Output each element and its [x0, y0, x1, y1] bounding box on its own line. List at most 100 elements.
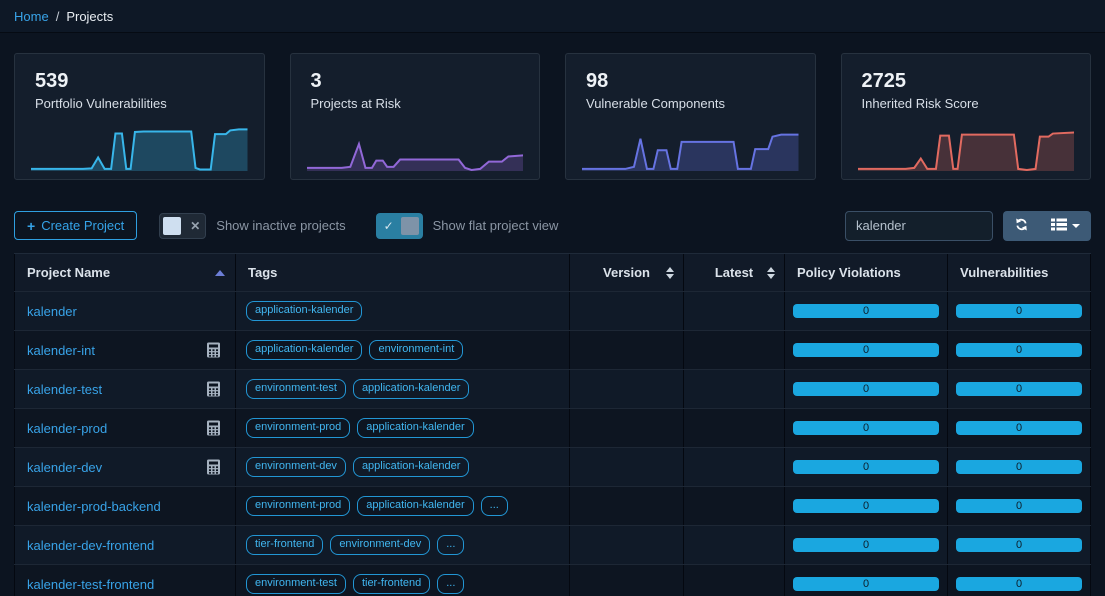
tag-pill: environment-dev [246, 457, 346, 477]
policy-violations-count: 0 [862, 304, 870, 317]
policy-violations-count: 0 [862, 382, 870, 395]
latest-cell [684, 526, 785, 564]
version-cell [570, 448, 684, 486]
metric-sparkline [842, 119, 1091, 179]
refresh-button[interactable] [1003, 211, 1040, 241]
columns-toggle-button[interactable] [1040, 211, 1091, 241]
search-input[interactable] [845, 210, 993, 241]
tag-pill: environment-test [246, 379, 346, 399]
vulnerabilities-count: 0 [1015, 577, 1023, 590]
project-link[interactable]: kalender [27, 303, 77, 319]
header-latest[interactable]: Latest [684, 254, 785, 291]
show-flat-view-label: Show flat project view [432, 218, 559, 233]
header-tags: Tags [236, 254, 570, 291]
policy-violations-count: 0 [862, 577, 870, 590]
policy-violations-bar: 0 [793, 460, 939, 474]
metric-value: 2725 [861, 70, 907, 92]
show-flat-view-toggle[interactable]: ✓ [375, 212, 423, 239]
header-vulnerabilities: Vulnerabilities [948, 254, 1091, 291]
tag-pill: application-kalender [357, 496, 474, 516]
chevron-down-icon [1072, 223, 1080, 228]
breadcrumb-home-link[interactable]: Home [14, 8, 49, 24]
latest-cell [684, 292, 785, 330]
project-link[interactable]: kalender-dev [27, 459, 103, 475]
vulnerabilities-count: 0 [1015, 304, 1023, 317]
table-row: kalender-prod-backend environment-prod ap… [14, 486, 1091, 525]
metric-card: 539 Portfolio Vulnerabilities [14, 53, 265, 180]
project-link[interactable]: kalender-test [27, 381, 103, 397]
table-header: Project Name Tags Version Latest Policy … [14, 253, 1091, 291]
vulnerabilities-bar: 0 [956, 421, 1082, 435]
project-link[interactable]: kalender-prod-backend [27, 498, 161, 514]
header-version[interactable]: Version [570, 254, 684, 291]
policy-violations-count: 0 [862, 538, 870, 551]
show-inactive-label: Show inactive projects [216, 218, 346, 233]
create-project-button[interactable]: + Create Project [14, 211, 138, 240]
latest-cell [684, 565, 785, 596]
project-link[interactable]: kalender-int [27, 342, 95, 358]
header-project-name[interactable]: Project Name [14, 254, 236, 291]
vulnerabilities-count: 0 [1015, 382, 1023, 395]
policy-violations-count: 0 [862, 460, 870, 473]
tag-pill: environment-test [246, 574, 346, 594]
breadcrumb: Home / Projects [0, 0, 1105, 33]
latest-cell [684, 331, 785, 369]
tag-pill: application-kalender [352, 457, 470, 477]
tag-pill: ... [480, 496, 508, 516]
refresh-icon [1014, 217, 1029, 235]
vulnerabilities-count: 0 [1015, 460, 1023, 473]
table-row: kalender application-kalender 0 0 [14, 291, 1091, 330]
project-link[interactable]: kalender-dev-frontend [27, 537, 155, 553]
table-row: kalender-prod environment-prod applicatio… [14, 408, 1091, 447]
vulnerabilities-count: 0 [1015, 538, 1023, 551]
metric-card: 3 Projects at Risk [289, 53, 540, 180]
policy-violations-bar: 0 [793, 421, 939, 435]
metric-card: 2725 Inherited Risk Score [840, 53, 1091, 180]
tag-pill: environment-prod [246, 418, 351, 438]
toggle-check-icon: ✓ [383, 218, 394, 233]
metric-card: 98 Vulnerable Components [565, 53, 816, 180]
toggle-off-icon: ✕ [190, 218, 201, 233]
page-title: Projects [66, 8, 114, 24]
tag-pill: environment-prod [246, 496, 351, 516]
table-row: kalender-dev-frontend tier-frontend envir… [14, 525, 1091, 564]
metric-sparkline [291, 119, 540, 179]
table-row: kalender-dev environment-dev application-… [14, 447, 1091, 486]
metric-cards: 539 Portfolio Vulnerabilities 3 Projects… [14, 53, 1091, 180]
metric-sparkline [15, 119, 264, 179]
sort-both-icon [666, 266, 674, 279]
vulnerabilities-bar: 0 [956, 460, 1082, 474]
table-tools-button-group [1003, 210, 1091, 241]
project-link[interactable]: kalender-test-frontend [27, 576, 155, 592]
tags-cell: environment-prod application-kalender... [236, 487, 570, 525]
metric-label: Portfolio Vulnerabilities [35, 96, 167, 111]
tag-pill: tier-frontend [352, 574, 431, 594]
latest-cell [684, 370, 785, 408]
show-inactive-toggle[interactable]: ✕ [159, 212, 207, 239]
tags-cell: environment-test tier-frontend... [236, 565, 570, 596]
metric-value: 98 [586, 70, 609, 92]
version-cell [570, 487, 684, 525]
policy-violations-count: 0 [862, 499, 870, 512]
vulnerabilities-bar: 0 [956, 577, 1082, 591]
version-cell [570, 292, 684, 330]
vulnerabilities-bar: 0 [956, 382, 1082, 396]
policy-violations-bar: 0 [793, 343, 939, 357]
toggle-knob [163, 216, 182, 235]
version-cell [570, 409, 684, 447]
tags-cell: tier-frontend environment-dev... [236, 526, 570, 564]
plus-icon: + [27, 217, 36, 234]
tag-pill: tier-frontend [246, 535, 324, 555]
metric-label: Inherited Risk Score [861, 96, 979, 111]
vulnerabilities-bar: 0 [956, 343, 1082, 357]
version-cell [570, 565, 684, 596]
metric-value: 3 [310, 70, 322, 92]
latest-cell [684, 448, 785, 486]
columns-icon [1051, 218, 1067, 234]
table-row: kalender-int application-kalender environ… [14, 330, 1091, 369]
project-link[interactable]: kalender-prod [27, 420, 108, 436]
table-row: kalender-test environment-test applicatio… [14, 369, 1091, 408]
tag-pill: ... [437, 574, 465, 594]
policy-violations-count: 0 [862, 421, 870, 434]
calculator-icon [206, 381, 221, 397]
